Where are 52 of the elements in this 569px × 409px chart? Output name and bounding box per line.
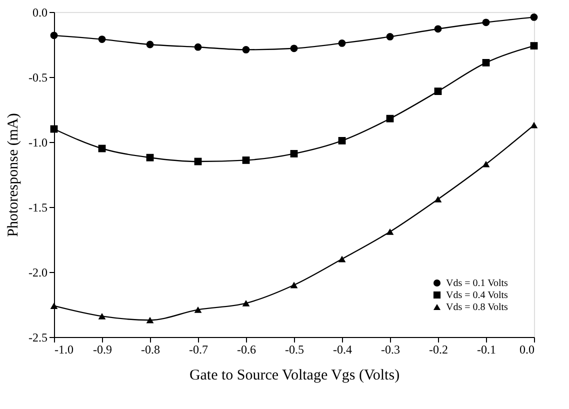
point <box>338 40 346 47</box>
point <box>338 256 346 262</box>
point <box>50 32 58 40</box>
x-tick-label: -0.9 <box>93 342 112 356</box>
point <box>290 282 298 288</box>
x-tick-label: -0.1 <box>477 342 496 356</box>
point <box>98 36 106 43</box>
point <box>434 25 442 33</box>
point <box>530 14 538 21</box>
point <box>530 122 538 128</box>
x-tick-label: 0.0 <box>520 342 534 356</box>
y-tick-label: -2.0 <box>28 266 48 280</box>
y-tick-label: -0.5 <box>28 70 48 84</box>
x-tick-label: -1.0 <box>54 342 74 356</box>
point <box>242 156 250 164</box>
point <box>146 40 154 48</box>
x-tick-label: -0.6 <box>237 342 256 356</box>
x-tick-label: -0.3 <box>381 342 400 356</box>
point <box>386 228 394 235</box>
point <box>530 42 538 50</box>
point <box>242 300 250 306</box>
y-tick-label: -2.5 <box>28 330 48 344</box>
point <box>338 136 346 144</box>
point <box>290 44 298 52</box>
point <box>482 58 490 66</box>
point <box>98 312 106 320</box>
y-axis-title: Photoresponse (mA) <box>6 113 22 237</box>
point <box>290 150 298 158</box>
point <box>194 43 202 51</box>
point <box>482 18 490 26</box>
x-tick-label: -0.2 <box>429 342 448 356</box>
point <box>386 33 394 40</box>
y-tick-label: 0.0 <box>32 6 48 20</box>
legend-label: Vds = 0.8 Volts <box>446 302 508 313</box>
y-tick-label: -1.0 <box>28 136 48 150</box>
x-tick-label: -0.4 <box>333 342 352 356</box>
x-tick-label: -0.5 <box>285 342 304 356</box>
legend-label: Vds = 0.4 Volts <box>446 290 508 301</box>
x-tick-label: -0.8 <box>141 342 160 356</box>
point <box>386 114 394 122</box>
legend-label: Vds = 0.1 Volts <box>446 278 508 289</box>
point <box>50 302 58 310</box>
point <box>194 306 202 313</box>
x-axis-title: Gate to Source Voltage Vgs (Volts) <box>189 368 400 384</box>
point <box>146 154 154 162</box>
point <box>434 88 442 96</box>
x-tick-label: -0.7 <box>189 342 208 356</box>
point <box>242 46 250 54</box>
point <box>434 196 442 202</box>
y-tick-label: -1.5 <box>28 200 48 214</box>
point <box>146 316 154 324</box>
point <box>482 160 490 168</box>
